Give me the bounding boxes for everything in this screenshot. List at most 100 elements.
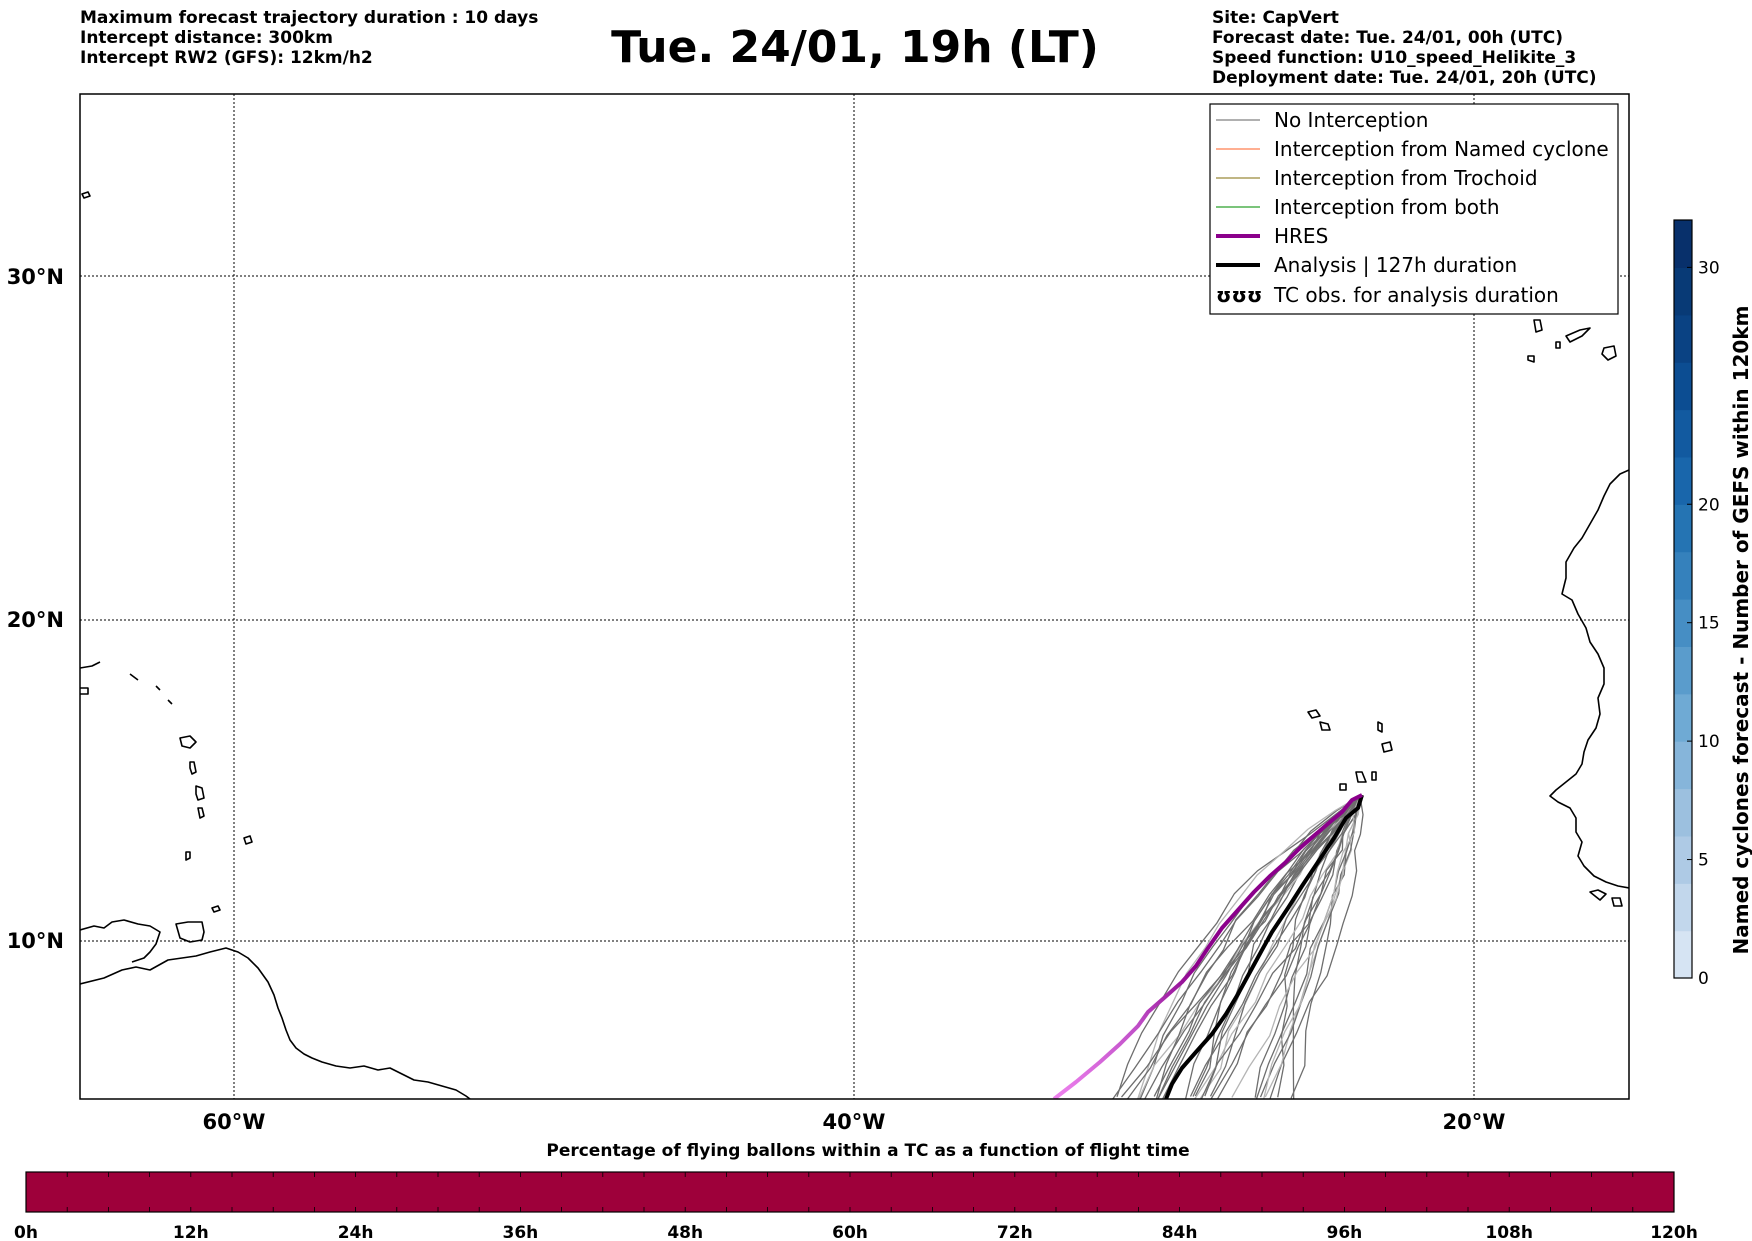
ensemble-member-track bbox=[1116, 795, 1361, 1098]
colorbar-segment bbox=[1674, 456, 1692, 505]
colorbar-segment bbox=[1674, 599, 1692, 647]
legend-item-hres: HRES bbox=[1216, 224, 1328, 248]
percentage-bar-tick-label: 60h bbox=[832, 1223, 868, 1241]
bissagos-islands bbox=[1589, 889, 1623, 907]
colorbar-segment bbox=[1674, 267, 1692, 316]
speed-function-text: Speed function: U10_speed_Helikite_3 bbox=[1212, 48, 1577, 68]
colorbar-tick-label: 30 bbox=[1698, 258, 1720, 278]
percentage-bar-tick-label: 72h bbox=[997, 1223, 1033, 1241]
longitude-labels: 60°W 40°W 20°W bbox=[203, 1110, 1506, 1134]
guadeloupe-island bbox=[179, 735, 197, 749]
legend-label: Interception from Trochoid bbox=[1274, 166, 1538, 190]
hres-track bbox=[1052, 793, 1363, 1099]
site-text: Site: CapVert bbox=[1212, 8, 1339, 28]
legend-box bbox=[1209, 103, 1619, 315]
legend-label: Interception from both bbox=[1274, 195, 1500, 219]
colorbar-segment bbox=[1674, 883, 1692, 932]
trinidad-island bbox=[175, 921, 205, 943]
madeira-island bbox=[81, 191, 91, 199]
colorbar-segment bbox=[1674, 835, 1692, 884]
deployment-date-text: Deployment date: Tue. 24/01, 20h (UTC) bbox=[1212, 68, 1597, 88]
run-info: Maximum forecast trajectory duration : 1… bbox=[80, 8, 538, 68]
canary-islands bbox=[1527, 319, 1617, 363]
colorbar-segment bbox=[1674, 362, 1692, 411]
cape-verde-sao-vicente bbox=[1319, 721, 1331, 731]
ensemble-member-track bbox=[1204, 795, 1361, 1097]
barbados-island bbox=[243, 835, 253, 845]
ensemble-member-track bbox=[1157, 795, 1361, 1099]
legend-item-tc-obs: ʊʊʊ TC obs. for analysis duration bbox=[1216, 283, 1559, 307]
colorbar-tick-label: 15 bbox=[1698, 614, 1720, 634]
forecast-date-text: Forecast date: Tue. 24/01, 00h (UTC) bbox=[1212, 28, 1563, 48]
ensemble-member-track bbox=[1121, 795, 1361, 1098]
colorbar-tick-label: 20 bbox=[1698, 495, 1720, 515]
percentage-bar-tick-label: 84h bbox=[1162, 1223, 1198, 1241]
cyclone-count-colorbar: 0 5 10 15 20 30 bbox=[1673, 219, 1720, 989]
cape-verde-maio bbox=[1371, 771, 1377, 781]
colorbar-frame bbox=[1673, 219, 1693, 979]
legend-label: TC obs. for analysis duration bbox=[1273, 283, 1559, 307]
ensemble-member-track bbox=[1200, 795, 1361, 1099]
legend-item-both: Interception from both bbox=[1216, 195, 1500, 219]
ensemble-member-track bbox=[1161, 795, 1361, 1099]
cape-verde-sal bbox=[1377, 721, 1383, 733]
analysis-track bbox=[1164, 794, 1364, 1099]
percentage-bar-tick-label: 0h bbox=[14, 1223, 38, 1241]
ensemble-member-track bbox=[1189, 795, 1361, 1097]
legend: No Interception Interception from Named … bbox=[1209, 103, 1619, 315]
lon-label-20w: 20°W bbox=[1443, 1110, 1506, 1134]
south-america-coast bbox=[80, 947, 471, 1099]
legend-item-named-cyclone: Interception from Named cyclone bbox=[1216, 137, 1609, 161]
colorbar-segment bbox=[1674, 409, 1692, 458]
colorbar-segment bbox=[1674, 551, 1692, 600]
percentage-bar-tick-label: 12h bbox=[173, 1223, 209, 1241]
ensemble-member-track bbox=[1231, 795, 1361, 1098]
grenadines-island bbox=[185, 851, 191, 861]
martinique-island bbox=[195, 785, 205, 801]
percentage-bar: 0h 12h 24h 36h 48h 60h 72h 84h 96h 108h 120h bbox=[14, 1171, 1698, 1241]
percentage-bar-tick-label: 108h bbox=[1485, 1223, 1533, 1241]
ensemble-member-track bbox=[1139, 795, 1361, 1099]
max-duration-text: Maximum forecast trajectory duration : 1… bbox=[80, 8, 539, 28]
legend-label: No Interception bbox=[1274, 108, 1428, 132]
colorbar-segment bbox=[1674, 788, 1692, 837]
percentage-bar-tick-label: 120h bbox=[1650, 1223, 1698, 1241]
lon-label-60w: 60°W bbox=[203, 1110, 266, 1134]
lat-label-20n: 20°N bbox=[7, 608, 64, 632]
percentage-bar-tick-label: 96h bbox=[1327, 1223, 1363, 1241]
lat-label-10n: 10°N bbox=[7, 929, 64, 953]
lon-label-40w: 40°W bbox=[823, 1110, 886, 1134]
ensemble-member-track bbox=[1209, 795, 1361, 1097]
colorbar-tick-label: 10 bbox=[1698, 732, 1720, 752]
ensemble-member-track bbox=[1277, 795, 1361, 1098]
africa-coast bbox=[1549, 469, 1629, 889]
percentage-bar-tick-label: 36h bbox=[503, 1223, 539, 1241]
cape-verde-fogo bbox=[1339, 783, 1347, 791]
colorbar-segment bbox=[1674, 930, 1692, 979]
colorbar-segment bbox=[1674, 646, 1692, 695]
cape-verde-boa-vista bbox=[1381, 741, 1393, 753]
percentage-bar-title: Percentage of flying ballons within a TC… bbox=[546, 1141, 1189, 1161]
cape-verde-santo-antao bbox=[1307, 709, 1321, 719]
site-info: Site: CapVert Forecast date: Tue. 24/01,… bbox=[1212, 8, 1597, 88]
colorbar-segment bbox=[1674, 314, 1692, 363]
legend-item-no-interception: No Interception bbox=[1216, 108, 1428, 132]
colorbar-segment bbox=[1674, 741, 1692, 790]
legend-item-analysis: Analysis | 127h duration bbox=[1216, 253, 1517, 277]
legend-item-trochoid: Interception from Trochoid bbox=[1216, 166, 1538, 190]
page-title: Tue. 24/01, 19h (LT) bbox=[611, 22, 1099, 73]
tobago-island bbox=[211, 905, 221, 913]
colorbar-segment bbox=[1674, 693, 1692, 742]
colorbar-tick-label: 5 bbox=[1698, 851, 1709, 871]
colorbar-segment bbox=[1674, 504, 1692, 553]
legend-label: Interception from Named cyclone bbox=[1274, 137, 1609, 161]
map-frame bbox=[79, 93, 1630, 1100]
intercept-rw2-text: Intercept RW2 (GFS): 12km/h2 bbox=[80, 48, 373, 68]
ensemble-member-track bbox=[1269, 795, 1364, 1099]
puerto-rico-islet bbox=[80, 687, 89, 695]
lat-label-30n: 30°N bbox=[7, 265, 64, 289]
coastlines bbox=[80, 191, 1629, 1099]
colorbar-label: Named cyclones forecast - Number of GEFS… bbox=[1729, 306, 1752, 955]
latitude-labels: 30°N 20°N 10°N bbox=[7, 265, 64, 953]
